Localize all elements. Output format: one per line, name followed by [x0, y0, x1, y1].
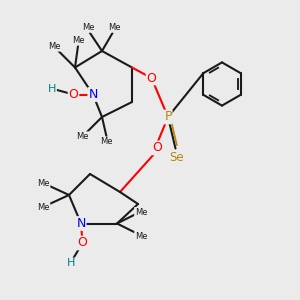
Text: H: H — [67, 258, 75, 268]
Text: O: O — [69, 88, 78, 101]
Text: N: N — [76, 217, 86, 230]
Text: O: O — [78, 236, 87, 250]
Text: Me: Me — [82, 23, 95, 32]
Text: N: N — [88, 88, 98, 101]
Text: Me: Me — [108, 23, 121, 32]
Text: O: O — [147, 71, 156, 85]
Text: P: P — [164, 110, 172, 124]
Text: Me: Me — [135, 232, 147, 241]
Text: H: H — [48, 83, 56, 94]
Text: Me: Me — [37, 203, 50, 212]
Text: Me: Me — [76, 132, 89, 141]
Text: Me: Me — [72, 36, 84, 45]
Text: O: O — [152, 141, 162, 154]
Text: Me: Me — [135, 208, 147, 217]
Text: Me: Me — [48, 42, 61, 51]
Text: Se: Se — [170, 151, 184, 164]
Text: Me: Me — [37, 179, 50, 188]
Text: Me: Me — [100, 137, 113, 146]
